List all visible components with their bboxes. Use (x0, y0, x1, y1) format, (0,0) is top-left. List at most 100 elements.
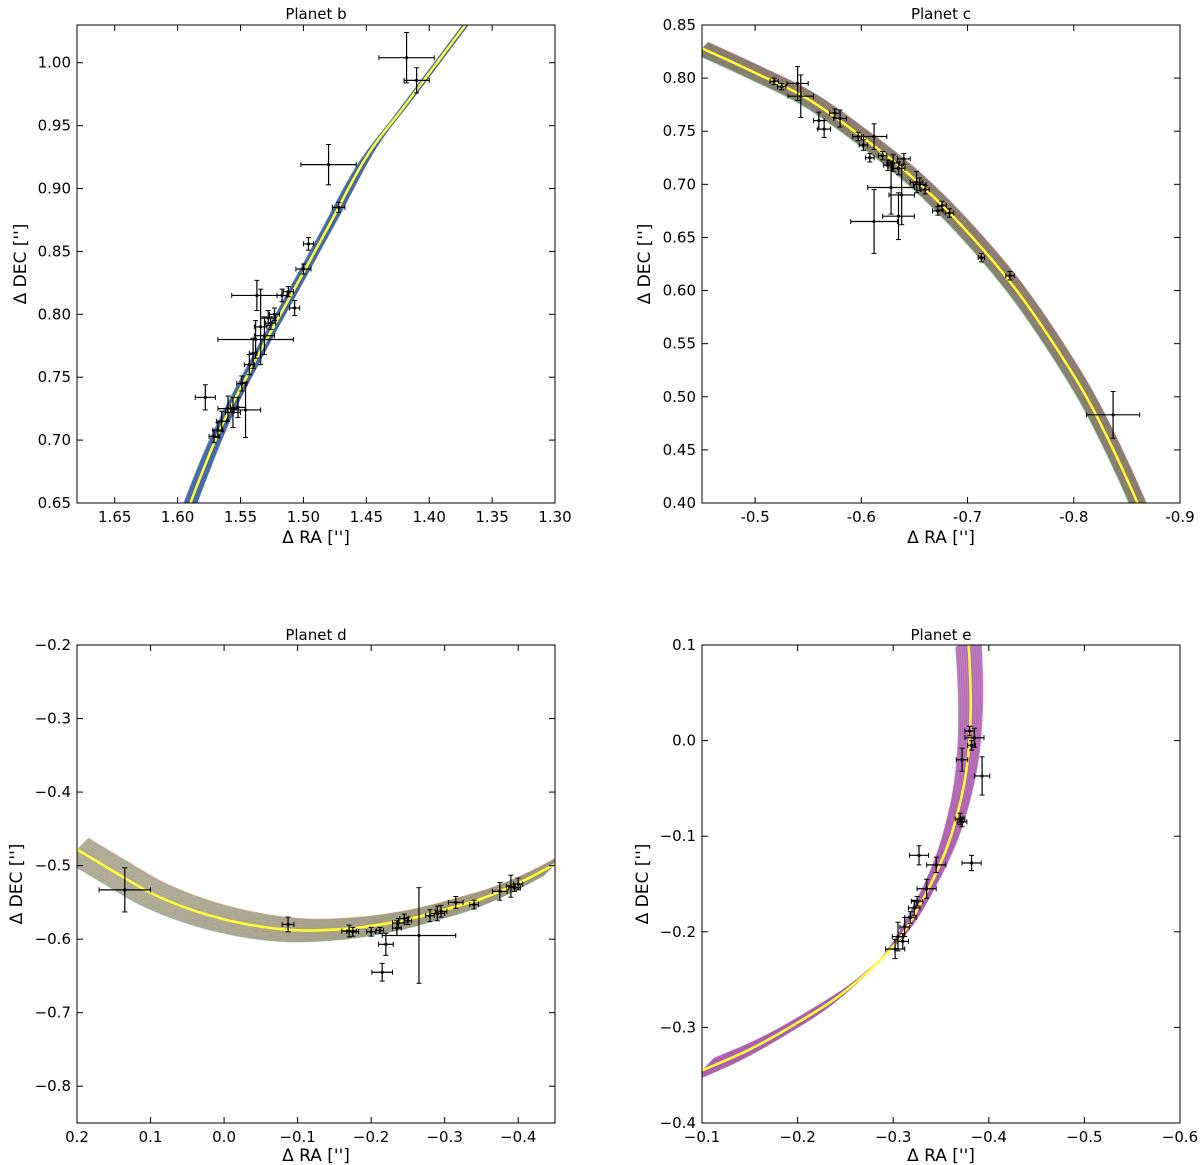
orbit-sample (702, 50, 1136, 503)
orbit-sample (183, 25, 464, 503)
data-point (216, 410, 228, 432)
y-tick-label: 0.40 (663, 494, 696, 512)
orbit-sample (185, 25, 465, 503)
orbit-sample (708, 645, 978, 1065)
orbit-sample (188, 25, 466, 503)
orbit-sample (702, 645, 965, 1076)
orbit-sample (702, 645, 961, 1078)
axes-frame (76, 644, 556, 1124)
orbit-sample (702, 50, 1136, 503)
x-tick-label: 1.30 (538, 508, 571, 526)
orbit-sample (702, 54, 1132, 503)
x-axis-ticks: -0.5 -0.6 -0.7 -0.8 -0.9 (740, 25, 1195, 526)
orbit-sample (190, 25, 467, 503)
orbit-sample (702, 56, 1130, 503)
orbit-sample (704, 45, 1142, 503)
data-point (787, 74, 815, 118)
orbit-sample (186, 25, 465, 503)
orbit-sample (702, 645, 966, 1075)
y-tick-label: −0.2 (660, 923, 696, 941)
orbit-sample (186, 25, 465, 503)
x-tick-label: −0.2 (353, 1128, 389, 1146)
data-point (281, 916, 295, 933)
data-point (331, 201, 346, 213)
orbit-sample (706, 645, 976, 1067)
x-tick-label: −0.4 (971, 1128, 1007, 1146)
data-point (885, 938, 906, 960)
orbit-sample (702, 645, 968, 1073)
orbit-sample (702, 645, 967, 1074)
orbit-sample (704, 645, 974, 1069)
orbit-sample (702, 645, 962, 1077)
orbit-band (77, 837, 555, 943)
orbit-sample (193, 25, 468, 503)
orbit-sample (185, 25, 465, 503)
orbit-sample (702, 647, 960, 1078)
orbit-sample (702, 645, 968, 1074)
orbit-sample (192, 25, 468, 503)
orbit-sample (706, 42, 1146, 503)
x-tick-label: 1.45 (350, 508, 383, 526)
orbit-sample (702, 48, 1138, 503)
orbit-sample (191, 25, 467, 503)
data-point (289, 299, 301, 317)
orbit-sample (189, 25, 466, 503)
y-axis-label: Δ DEC [''] (633, 844, 653, 925)
orbit-sample (702, 49, 1137, 503)
orbit-sample (184, 25, 465, 503)
data-point (243, 354, 255, 376)
orbit-sample (702, 645, 964, 1076)
x-tick-label: −0.1 (279, 1128, 315, 1146)
data-point (231, 279, 283, 312)
orbit-sample (192, 25, 468, 503)
orbit-sample (185, 25, 465, 503)
data-point (865, 153, 875, 163)
data-point (268, 307, 281, 322)
orbit-sample (703, 45, 1141, 503)
panel-title: Planet e (910, 626, 971, 644)
orbit-sample (191, 25, 467, 503)
y-tick-label: −0.3 (35, 710, 71, 728)
orbit-sample (702, 47, 1139, 503)
orbit-sample (183, 25, 464, 503)
data-point (248, 337, 258, 369)
orbit-sample (710, 645, 981, 1063)
y-tick-label: 0.80 (38, 305, 71, 323)
orbit-sample (707, 42, 1146, 503)
orbit-sample (704, 44, 1143, 503)
orbit-sample (183, 25, 464, 503)
data-point (381, 887, 457, 984)
x-tick-label: 1.60 (161, 508, 194, 526)
axes-frame (76, 24, 556, 504)
y-axis-ticks: −0.4 −0.3 −0.2 −0.1 0.0 0.1 (660, 636, 1180, 1132)
orbit-sample (702, 55, 1131, 503)
orbit-sample (702, 645, 972, 1071)
data-point (265, 316, 277, 330)
x-axis-label: Δ RA [''] (907, 1146, 975, 1165)
data-point (908, 845, 930, 866)
orbit-sample (706, 43, 1145, 503)
orbit-sample (195, 25, 469, 503)
data-point (194, 384, 216, 411)
orbit-sample (704, 44, 1143, 503)
panel-planet-e: Planet e −0.1 −0.2 −0.3 −0.4 −0.5 −0.6 −0.4−0… (633, 626, 1198, 1165)
x-tick-label: 1.55 (224, 508, 257, 526)
orbit-sample (192, 25, 468, 503)
data-point (904, 911, 917, 924)
y-axis-ticks: −0.8 −0.7 −0.6 −0.5 −0.4 −0.3 −0.2 (35, 636, 555, 1095)
best-fit-orbit (702, 47, 1139, 503)
data-point (375, 926, 385, 934)
orbit-sample (702, 53, 1133, 503)
y-tick-label: 0.80 (663, 69, 696, 87)
data-point (817, 120, 832, 139)
data-point (977, 252, 986, 263)
data-point (956, 816, 968, 828)
panel-planet-c: Planet c -0.5 -0.6 -0.7 -0.8 -0.9 0.400.450.… (635, 5, 1195, 548)
data-point (469, 899, 480, 910)
orbit-sample (702, 645, 967, 1074)
data-point (858, 139, 869, 151)
orbit-sample (703, 46, 1141, 503)
data-point (907, 899, 921, 917)
data-point (955, 747, 969, 772)
y-axis-label: Δ DEC [''] (7, 844, 27, 925)
